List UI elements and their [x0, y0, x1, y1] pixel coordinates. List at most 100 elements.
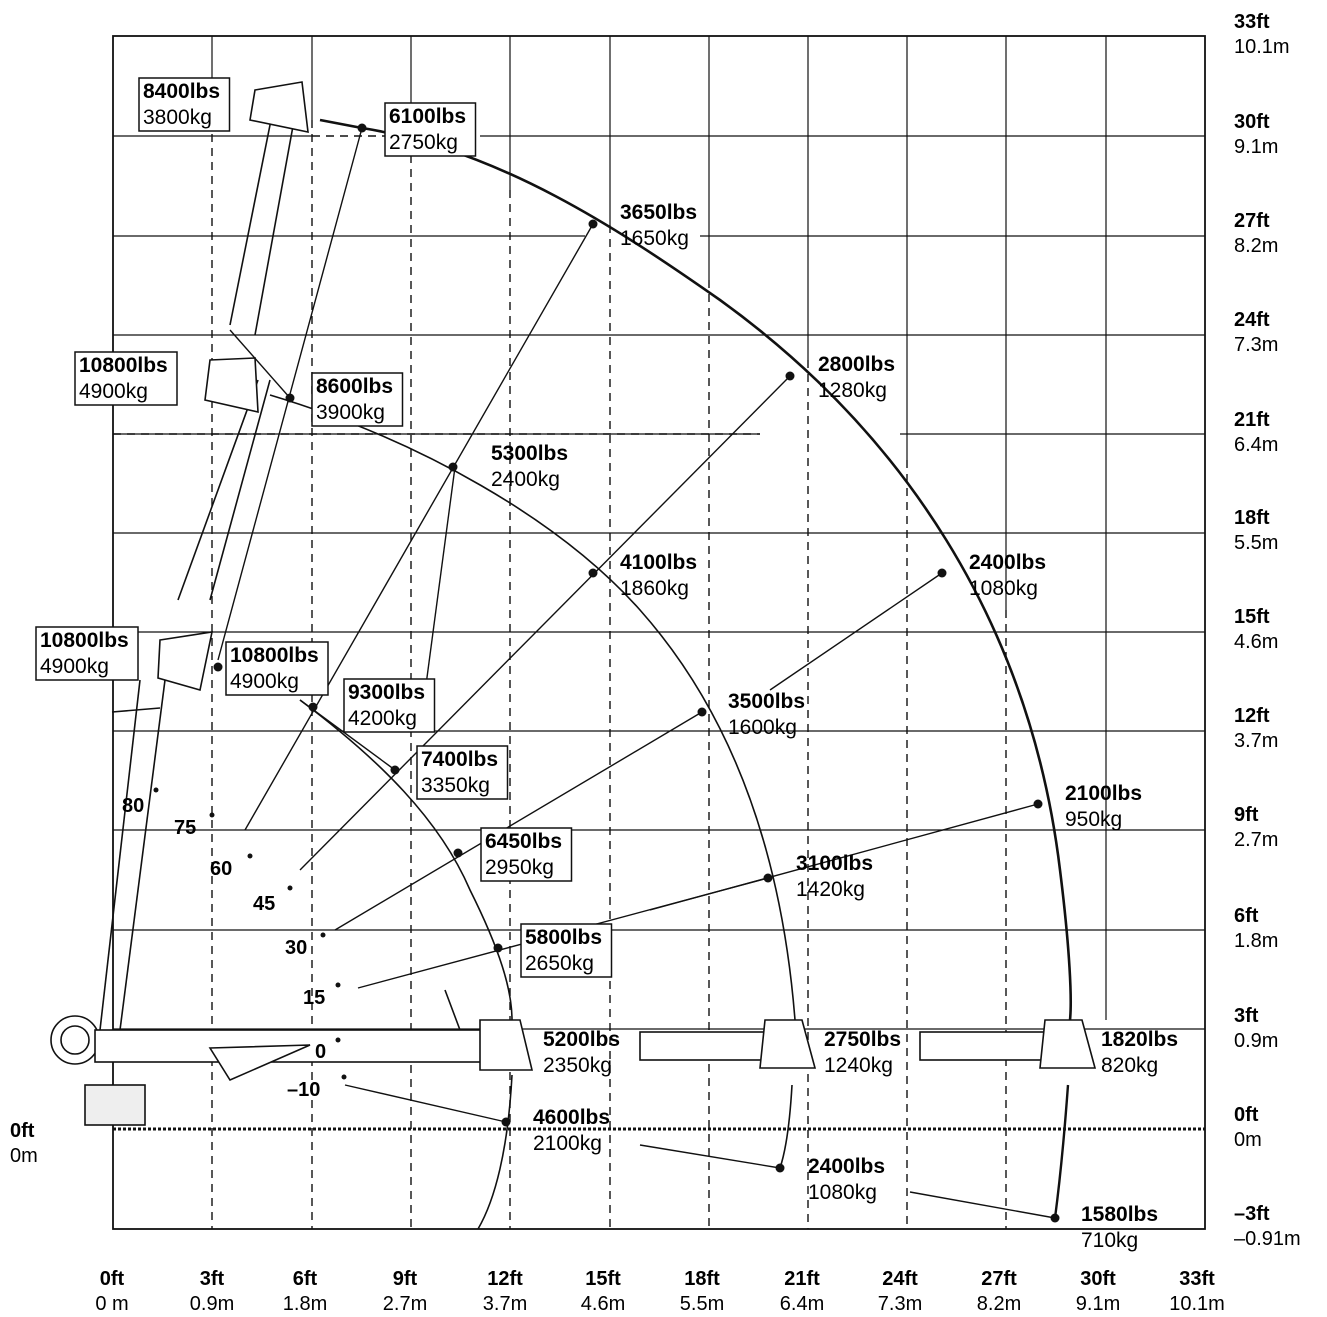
envelope-outer — [319, 118, 1072, 1021]
envelope-outer-low — [1053, 1084, 1070, 1219]
x-tick-m: 2.7m — [383, 1293, 427, 1315]
origin-tick-ft: 0ft — [10, 1120, 35, 1142]
load-kg-label: 950kg — [1065, 808, 1122, 831]
x-tick-ft: 12ft — [487, 1268, 523, 1290]
load-lbs-label: 7400lbs — [421, 748, 498, 771]
angle-label: 60 — [210, 858, 232, 880]
y-tick-ft: 30ft — [1234, 111, 1270, 133]
y-tick-m: 9.1m — [1234, 136, 1278, 158]
load-lbs-label: 3500lbs — [728, 690, 805, 713]
load-label-box — [35, 626, 139, 681]
load-lbs-label: 1820lbs — [1101, 1028, 1178, 1051]
load-point-dot — [588, 219, 598, 229]
angle-dot — [335, 982, 341, 988]
y-tick-ft: 21ft — [1234, 409, 1270, 431]
load-kg-label: 2650kg — [525, 952, 594, 975]
load-lbs-label: 10800lbs — [79, 354, 168, 377]
load-kg-label: 2400kg — [491, 468, 560, 491]
y-tick-ft: 12ft — [1234, 705, 1270, 727]
load-kg-label: 2750kg — [389, 131, 458, 154]
x-tick-ft: 0ft — [100, 1268, 125, 1290]
x-tick-ft: 21ft — [784, 1268, 820, 1290]
load-point-dot — [697, 707, 707, 717]
x-tick-m: 4.6m — [581, 1293, 625, 1315]
load-kg-label: 1860kg — [620, 577, 689, 600]
load-kg-label: 3350kg — [421, 774, 490, 797]
load-lbs-label: 10800lbs — [40, 629, 129, 652]
y-tick-m: 4.6m — [1234, 631, 1278, 653]
load-kg-label: 2350kg — [543, 1054, 612, 1077]
y-tick-m: 1.8m — [1234, 930, 1278, 952]
y-tick-m: 3.7m — [1234, 730, 1278, 752]
load-lbs-label: 6100lbs — [389, 105, 466, 128]
angle-label: 30 — [285, 937, 307, 959]
envelope-3 — [299, 699, 513, 1021]
x-tick-m: 6.4m — [780, 1293, 824, 1315]
x-tick-ft: 18ft — [684, 1268, 720, 1290]
load-kg-label: 4200kg — [348, 707, 417, 730]
y-tick-ft: 0ft — [1234, 1104, 1259, 1126]
envelope-2-low — [779, 1084, 793, 1169]
load-lbs-label: 2800lbs — [818, 353, 895, 376]
y-tick-ft: 33ft — [1234, 11, 1270, 33]
y-tick-m: –0.91m — [1234, 1228, 1301, 1250]
angle-label: 80 — [122, 795, 144, 817]
x-tick-m: 9.1m — [1076, 1293, 1120, 1315]
angle-label: 75 — [174, 817, 196, 839]
crane-drawing — [50, 81, 1097, 1126]
y-tick-m: 5.5m — [1234, 532, 1278, 554]
load-kg-label: 3900kg — [316, 401, 385, 424]
angle-dot — [320, 932, 326, 938]
load-point-dot — [1050, 1213, 1060, 1223]
y-tick-ft: 9ft — [1234, 804, 1259, 826]
load-label-box — [74, 351, 178, 406]
load-label-box — [225, 641, 329, 696]
load-label-box — [138, 77, 231, 132]
angle-dot — [247, 853, 253, 859]
x-tick-ft: 15ft — [585, 1268, 621, 1290]
y-tick-ft: 15ft — [1234, 606, 1270, 628]
load-point-dot — [213, 662, 223, 672]
load-kg-label: 1600kg — [728, 716, 797, 739]
load-lbs-label: 8600lbs — [316, 375, 393, 398]
x-tick-m: 7.3m — [878, 1293, 922, 1315]
load-lbs-label: 10800lbs — [230, 644, 319, 667]
load-point-dot — [285, 393, 295, 403]
x-tick-m: 0.9m — [190, 1293, 234, 1315]
x-tick-ft: 6ft — [293, 1268, 318, 1290]
load-point-dot — [1033, 799, 1043, 809]
x-tick-m: 1.8m — [283, 1293, 327, 1315]
load-lbs-label: 5200lbs — [543, 1028, 620, 1051]
y-tick-ft: 6ft — [1234, 905, 1259, 927]
load-lbs-label: 2100lbs — [1065, 782, 1142, 805]
load-point-dot — [357, 123, 367, 133]
load-lbs-label: 1580lbs — [1081, 1203, 1158, 1226]
angle-label: –10 — [287, 1079, 320, 1101]
y-tick-m: 0m — [1234, 1129, 1262, 1151]
load-lbs-label: 9300lbs — [348, 681, 425, 704]
x-tick-ft: 30ft — [1080, 1268, 1116, 1290]
load-kg-label: 820kg — [1101, 1054, 1158, 1077]
x-tick-m: 8.2m — [977, 1293, 1021, 1315]
x-tick-ft: 3ft — [200, 1268, 225, 1290]
y-tick-m: 2.7m — [1234, 829, 1278, 851]
load-lbs-label: 5300lbs — [491, 442, 568, 465]
load-kg-label: 710kg — [1081, 1229, 1138, 1252]
load-kg-label: 1650kg — [620, 227, 689, 250]
load-kg-label: 1080kg — [969, 577, 1038, 600]
angle-dot — [287, 885, 293, 891]
load-label-box — [343, 678, 436, 733]
load-kg-label: 3800kg — [143, 106, 212, 129]
angle-label: 45 — [253, 893, 275, 915]
envelope-2 — [269, 394, 796, 1021]
y-tick-m: 10.1m — [1234, 36, 1290, 58]
x-tick-m: 5.5m — [680, 1293, 724, 1315]
x-tick-ft: 33ft — [1179, 1268, 1215, 1290]
x-tick-ft: 24ft — [882, 1268, 918, 1290]
load-label-box — [480, 827, 573, 882]
y-tick-ft: 24ft — [1234, 309, 1270, 331]
load-point-dot — [493, 943, 503, 953]
y-tick-ft: 18ft — [1234, 507, 1270, 529]
x-tick-m: 3.7m — [483, 1293, 527, 1315]
